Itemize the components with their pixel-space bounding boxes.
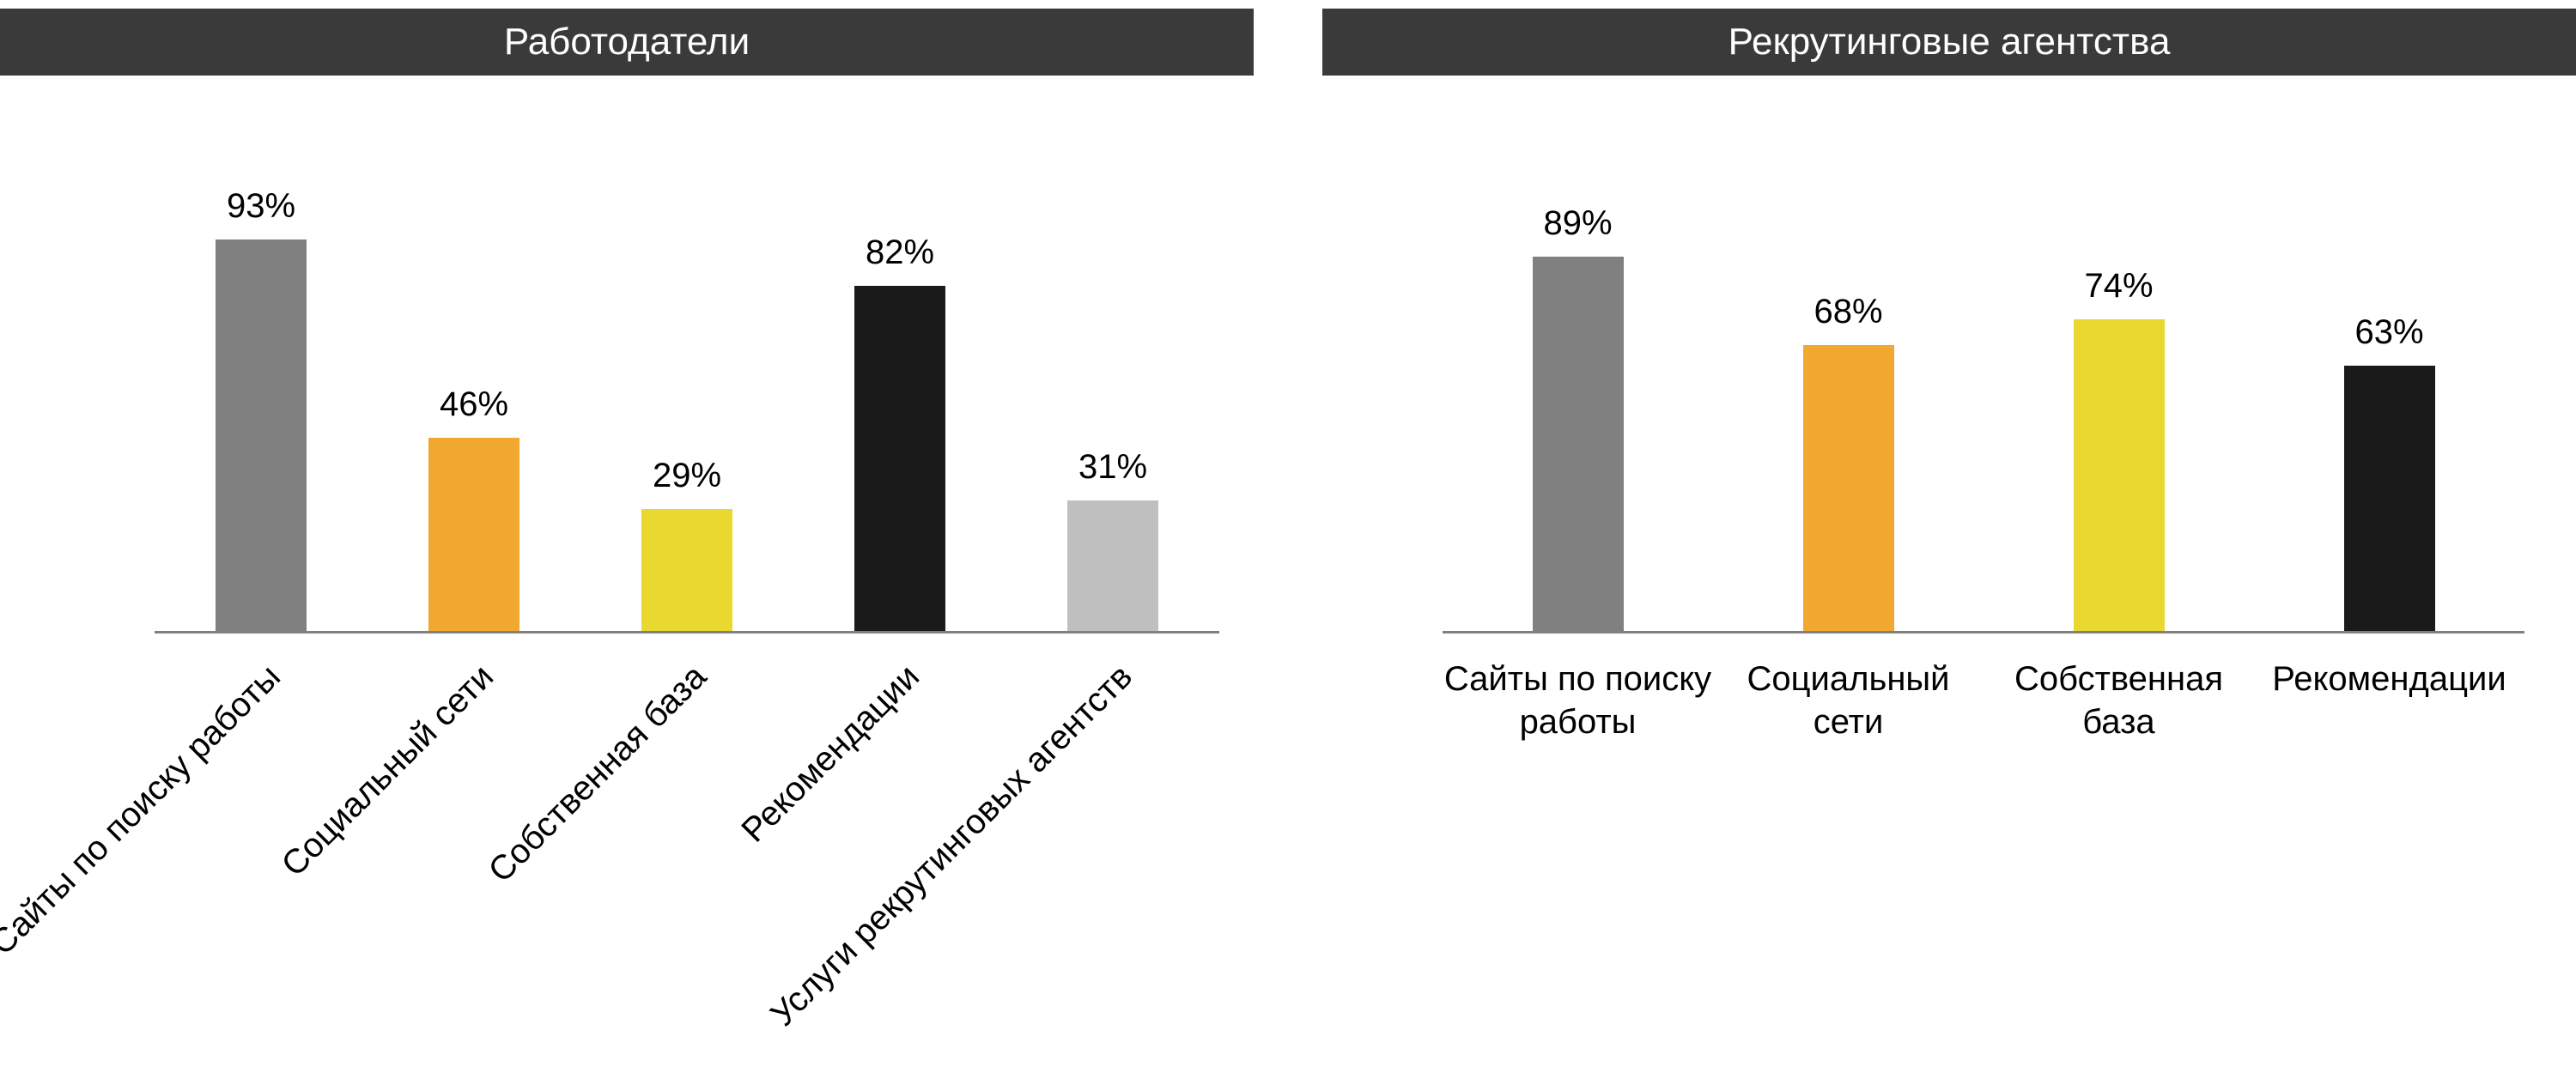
bar-value-label: 74% [2084,267,2153,306]
bar-value-label: 63% [2354,313,2423,352]
bar [1803,345,1894,631]
bar [641,509,732,631]
agencies-chart-panel: Рекрутинговые агентства 89% 68% 74% 63% Сай… [1322,9,2576,1070]
x-axis-label: Социальный сети [1713,658,1984,743]
x-label-cell: Социальный сети [1713,658,1984,743]
employers-chart-panel: Работодатели 93% 46% 29% 82% 31% Сайты по по… [0,9,1254,1070]
agencies-title-bar: Рекрутинговые агентства [1322,9,2576,76]
bar [1533,257,1624,631]
agencies-chart-area: 89% 68% 74% 63% Сайты по поиску работыСоциа… [1322,153,2576,743]
bar [854,286,945,631]
agencies-title: Рекрутинговые агентства [1728,21,2171,64]
bar [1067,500,1158,631]
bar [2344,366,2435,631]
bar-group: 46% [368,385,580,631]
bar-group: 68% [1713,293,1984,631]
bar-group: 31% [1006,448,1219,631]
x-label-cell: Услуги рекрутинговых агентств [1006,658,1219,1018]
bar [216,239,307,631]
bar-group: 74% [1984,267,2254,631]
x-axis-label: Сайты по поиску работы [0,658,289,963]
bar-group: 29% [580,457,793,631]
bar-value-label: 89% [1543,204,1612,243]
bar [2074,319,2165,631]
x-axis-label: Собственная база [2014,658,2223,743]
bar-group: 93% [155,187,368,631]
employers-plot: 93% 46% 29% 82% 31% [155,153,1219,633]
bar-value-label: 68% [1814,293,1882,331]
bar-value-label: 29% [653,457,721,495]
bar-value-label: 46% [440,385,508,424]
bar-group: 63% [2254,313,2524,631]
bar-group: 82% [793,233,1006,631]
x-label-cell: Собственная база [1984,658,2254,743]
agencies-plot: 89% 68% 74% 63% [1443,153,2524,633]
x-axis-label: Рекомендации [2272,658,2506,743]
bar-value-label: 82% [866,233,934,272]
bar-value-label: 31% [1078,448,1147,487]
bar [428,438,519,631]
bar-group: 89% [1443,204,1713,631]
employers-x-labels: Сайты по поиску работыСоциальный сетиСоб… [155,658,1219,1018]
employers-title: Работодатели [504,21,750,64]
employers-title-bar: Работодатели [0,9,1254,76]
x-label-cell: Рекомендации [2254,658,2524,743]
x-label-cell: Сайты по поиску работы [1443,658,1713,743]
employers-chart-area: 93% 46% 29% 82% 31% Сайты по поиску работыСо… [0,153,1254,1018]
x-axis-label: Сайты по поиску работы [1444,658,1711,743]
agencies-x-labels: Сайты по поиску работыСоциальный сети Соб… [1443,658,2524,743]
bar-value-label: 93% [227,187,295,226]
